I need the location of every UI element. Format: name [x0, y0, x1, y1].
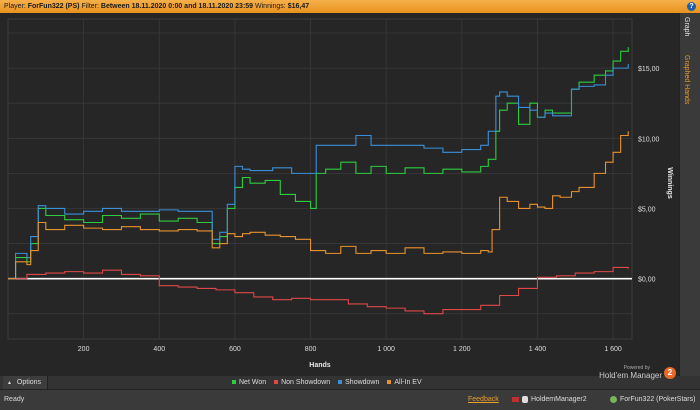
product-name: Hold'em Manager: [599, 371, 662, 380]
legend-swatch: [387, 380, 392, 385]
chart-legend: Net Won Non Showdown Showdown All-In EV: [232, 376, 430, 389]
feedback-link[interactable]: Feedback: [468, 396, 499, 403]
y-tick-label: $10,00: [638, 136, 660, 143]
x-axis-label: Hands: [309, 362, 331, 369]
winnings-value: $16,47: [287, 3, 310, 10]
player-indicator[interactable]: ForFun322 (PokerStars): [610, 390, 695, 410]
winnings-graph[interactable]: 200 400 600 800 1 000 1 200 1 400 1 600 $0,00 $5,…: [0, 13, 679, 376]
player-icon: [610, 395, 617, 403]
options-label: Options: [16, 379, 42, 386]
y-tick-label: $0,00: [638, 277, 656, 284]
legend-item: Non Showdown: [274, 379, 330, 386]
y-axis-label: Winnings: [666, 167, 673, 199]
database-name: HoldemManager2: [531, 396, 587, 403]
series-line: [8, 266, 629, 315]
legend-label: Showdown: [345, 379, 380, 386]
options-bar: ▲ Options Net Won Non Showdown Showdown All…: [0, 376, 700, 389]
status-bar: Ready Feedback HoldemManager2 ForFun322 …: [0, 389, 700, 410]
plot-area: [7, 18, 633, 340]
legend-swatch: [274, 380, 279, 385]
x-tick-label: 600: [229, 346, 241, 353]
winnings-label: Winnings:: [255, 3, 286, 10]
x-tick-label: 1 600: [604, 346, 622, 353]
series-line: [8, 63, 629, 280]
player-name: ForFun322 (PS): [27, 3, 80, 10]
database-indicator[interactable]: HoldemManager2: [512, 390, 587, 410]
database-icon: [522, 395, 528, 403]
tab-graph[interactable]: Graph: [683, 17, 690, 37]
expand-up-icon: ▲: [7, 380, 12, 386]
series-line: [8, 131, 629, 280]
legend-swatch: [338, 380, 343, 385]
legend-label: Non Showdown: [281, 379, 331, 386]
options-button[interactable]: ▲ Options: [3, 376, 49, 389]
x-tick-label: 1 200: [453, 346, 471, 353]
flag-icon: [512, 396, 519, 402]
help-icon[interactable]: ?: [687, 2, 696, 11]
player-site: ForFun322 (PokerStars): [620, 396, 696, 403]
branding: Powered by Hold'em Manager 2: [566, 365, 676, 383]
hm2-logo-icon: 2: [664, 367, 676, 379]
y-tick-label: $15,00: [638, 66, 660, 73]
x-tick-label: 1 400: [529, 346, 547, 353]
filter-label: Filter:: [81, 3, 99, 10]
x-tick-label: 400: [153, 346, 165, 353]
legend-item: Showdown: [338, 379, 379, 386]
legend-item: Net Won: [232, 379, 266, 386]
x-tick-label: 1 000: [377, 346, 395, 353]
legend-label: Net Won: [239, 379, 267, 386]
tab-graphed-hands[interactable]: Graphed Hands: [683, 55, 690, 105]
side-tabs: Graph Graphed Hands: [679, 13, 700, 376]
status-ready: Ready: [4, 396, 25, 403]
x-tick-label: 800: [305, 346, 317, 353]
filter-value: Between 18.11.2020 0:00 and 18.11.2020 2…: [100, 3, 254, 10]
legend-label: All-In EV: [394, 379, 422, 386]
powered-by-text: Powered by: [623, 365, 650, 371]
legend-item: All-In EV: [387, 379, 422, 386]
chart-svg: 200 400 600 800 1 000 1 200 1 400 1 600 $0,00 $5,…: [7, 18, 673, 369]
title-bar: Player: ForFun322 (PS) Filter: Between 1…: [0, 0, 700, 13]
x-tick-label: 200: [78, 346, 90, 353]
legend-swatch: [232, 380, 236, 385]
player-label: Player:: [4, 3, 26, 10]
y-tick-label: $5,00: [638, 206, 656, 213]
series-line: [8, 47, 629, 280]
